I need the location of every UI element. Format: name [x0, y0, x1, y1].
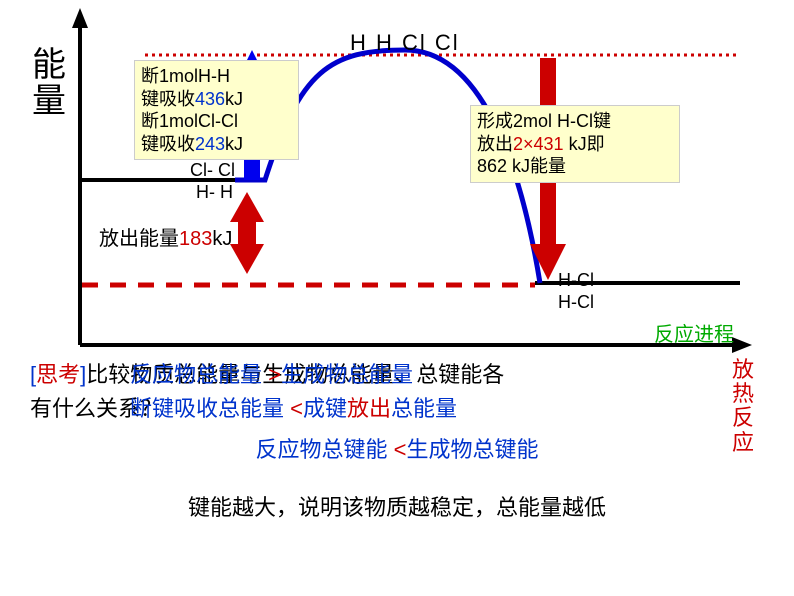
conclusion-text: 键能越大，说明该物质越稳定，总能量越低 [0, 490, 794, 522]
red-double-arrow-down [230, 244, 264, 274]
release-energy-label: 放出能量183kJ [99, 222, 232, 251]
product-label-1: H-Cl [558, 270, 594, 291]
x-axis-arrow [732, 337, 752, 353]
reactant-label-h: H- H [196, 182, 233, 203]
product-label-2: H-Cl [558, 292, 594, 313]
reactant-label-cl: Cl- Cl [190, 160, 235, 181]
peak-label: H H Cl Cl [350, 30, 460, 56]
overlay-answer-1: 反应物总能量 >生成物总能量 [130, 358, 730, 391]
exothermic-vertical-label: 放热反应 [732, 358, 758, 455]
red-double-arrow-up [230, 192, 264, 222]
answer-3: 反应物总键能 <生成物总键能 [0, 432, 794, 464]
overlay-answer-2: 断键吸收总能量 <成键放出总能量 [130, 392, 730, 425]
note-right-box: 形成2mol H-Cl键 放出2×431 kJ即 862 kJ能量 [470, 105, 680, 183]
y-axis-arrow [72, 8, 88, 28]
note-left-box: 断1molH-H 键吸收436kJ 断1molCl-Cl 键吸收243kJ [134, 60, 299, 160]
y-axis-label: 能量 [32, 48, 68, 119]
x-axis-label: 反应进程 [654, 318, 734, 347]
